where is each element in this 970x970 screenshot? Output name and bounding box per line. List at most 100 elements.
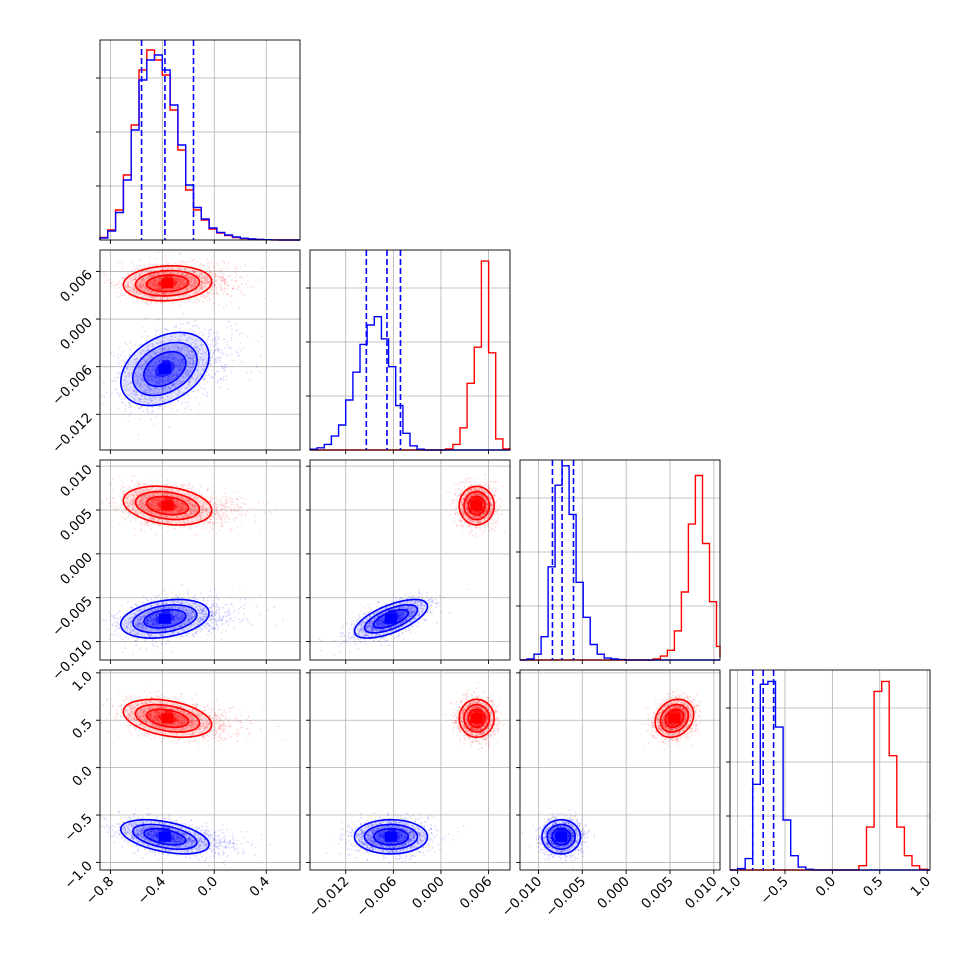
scatter-point [146,297,149,300]
scatter-point [155,284,158,287]
scatter-point [201,363,204,366]
scatter-point [149,275,152,277]
scatter-point [193,278,195,280]
scatter-point [148,274,151,277]
scatter-point [128,294,131,297]
scatter-point [200,373,202,376]
scatter-point [167,357,170,360]
scatter-point [150,300,153,303]
scatter-point [214,270,216,273]
scatter-point [127,506,130,509]
scatter-point [179,281,182,283]
scatter-point [141,367,144,370]
scatter-point [191,276,194,279]
scatter-point [211,272,214,275]
scatter-point [163,268,166,270]
scatter-point [201,282,204,284]
scatter-point [227,283,230,286]
scatter-point [182,358,185,360]
scatter-point [206,341,209,344]
scatter-point [158,395,161,398]
scatter-point [140,284,143,286]
scatter-point [133,278,135,281]
scatter-point [193,345,196,348]
scatter-point [137,397,140,400]
scatter-point [141,365,144,368]
scatter-point [237,348,239,351]
scatter-point [201,331,203,333]
scatter-point [195,377,198,380]
scatter-point [193,285,196,288]
scatter-point [195,270,197,272]
scatter-point [169,272,171,274]
scatter-point [169,355,172,358]
scatter-point [144,498,146,500]
scatter-point [137,370,140,373]
scatter-point [158,380,161,383]
scatter-point [226,341,229,344]
scatter-point [228,506,231,509]
scatter-point [142,364,144,367]
scatter-point [133,389,136,392]
scatter-point [146,346,148,349]
density-bin [158,364,171,374]
scatter-point [183,283,186,286]
scatter-point [186,287,189,289]
scatter-point [177,496,180,499]
scatter-point [144,391,146,394]
scatter-point [198,361,201,364]
scatter-point [194,319,197,322]
scatter-point [165,272,168,274]
scatter-point [150,399,153,402]
scatter-point [203,285,206,287]
scatter-point [240,497,242,499]
scatter-point [215,279,218,281]
scatter-point [187,401,189,404]
scatter-point [122,486,124,489]
scatter-point [206,279,209,282]
scatter-point [153,292,156,295]
scatter-point [198,276,201,279]
scatter-point [114,284,116,287]
scatter-point [136,291,139,294]
scatter-point [150,522,153,525]
scatter-point [144,281,147,283]
scatter-point [157,288,160,291]
scatter-point [147,374,150,377]
scatter-point [127,284,130,286]
scatter-point [194,285,196,288]
scatter-point [154,352,157,355]
scatter-point [154,349,157,352]
scatter-point [199,358,202,361]
scatter-point [137,433,140,436]
scatter-point [157,291,160,294]
scatter-point [130,288,132,291]
scatter-point [239,349,242,352]
scatter-point [136,374,139,377]
scatter-point [184,372,187,375]
panel-content [101,474,284,655]
scatter-point [220,525,223,528]
scatter-point [152,386,154,389]
scatter-point [134,475,137,478]
scatter-point [133,286,135,289]
scatter-point [172,374,175,377]
scatter-point [184,261,187,264]
scatter-point [192,359,195,362]
scatter-point [141,499,144,501]
scatter-point [141,296,144,299]
scatter-point [224,281,227,283]
scatter-point [142,515,145,517]
scatter-point [155,293,158,296]
scatter-point [135,393,138,396]
scatter-point [168,377,171,379]
scatter-point [204,352,207,355]
scatter-point [150,388,153,391]
scatter-point [134,288,136,290]
scatter-point [233,490,236,493]
scatter-point [216,288,218,290]
scatter-point [173,356,175,359]
scatter-point [157,499,160,502]
scatter-point [212,281,215,284]
scatter-point [154,373,156,376]
